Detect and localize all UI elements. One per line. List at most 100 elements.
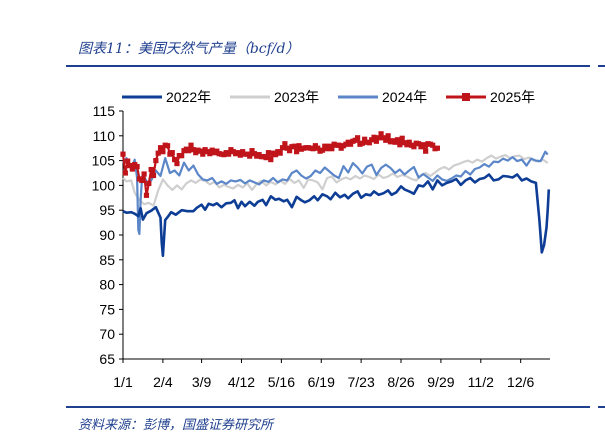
x-tick-label: 12/6	[507, 374, 534, 390]
legend-label: 2023年	[274, 89, 319, 105]
x-tick-label: 9/29	[427, 374, 454, 390]
series-point	[423, 148, 429, 154]
x-tick-label: 4/12	[228, 374, 255, 390]
series-line-2	[122, 150, 549, 236]
series-point	[237, 152, 243, 158]
bottom-rule	[66, 406, 590, 408]
legend-label: 2025年	[490, 89, 535, 105]
series-point	[143, 192, 150, 198]
series-point	[279, 145, 286, 151]
series-point	[200, 151, 206, 157]
y-tick-label: 65	[99, 351, 115, 367]
x-tick-label: 3/9	[192, 374, 212, 390]
series-point	[319, 147, 326, 153]
series-point	[294, 149, 300, 155]
x-tick-label: 5/16	[268, 374, 295, 390]
y-tick-label: 80	[99, 277, 115, 293]
series-point	[179, 153, 185, 159]
series-point	[434, 145, 440, 151]
series-point	[362, 136, 368, 142]
series-point	[291, 143, 297, 149]
series-point	[153, 158, 159, 164]
bottom-rule-end	[598, 406, 605, 408]
series-point	[347, 141, 354, 147]
y-tick-label: 105	[92, 153, 116, 169]
series-point	[383, 137, 389, 143]
series-point	[277, 150, 283, 156]
series-point	[378, 131, 384, 137]
series-point	[329, 146, 335, 152]
series-point	[265, 150, 272, 156]
series-point	[122, 170, 128, 176]
series-point	[376, 135, 382, 141]
series-point	[249, 148, 255, 154]
y-tick-label: 110	[93, 128, 116, 144]
series-point	[411, 144, 417, 150]
top-rule	[66, 65, 590, 67]
series-point	[373, 138, 379, 144]
x-tick-label: 6/19	[308, 374, 335, 390]
series-point	[164, 143, 171, 149]
series-point	[148, 166, 154, 173]
series-point	[310, 146, 316, 152]
series-point	[127, 162, 133, 169]
series-point	[139, 177, 145, 184]
y-tick-label: 85	[99, 252, 115, 268]
legend-label: 2022年	[166, 89, 211, 105]
series-point	[186, 148, 192, 154]
series-point	[263, 155, 269, 161]
series-point	[371, 134, 377, 140]
series-point	[134, 163, 140, 170]
x-tick-label: 7/23	[348, 374, 375, 390]
x-tick-label: 11/2	[468, 374, 494, 390]
series-point	[394, 137, 401, 143]
series-point	[207, 151, 213, 157]
series-point	[399, 135, 405, 141]
series-point	[129, 166, 135, 172]
series-point	[272, 152, 279, 158]
legend-marker	[462, 93, 470, 101]
series-point	[397, 142, 403, 148]
series-point	[416, 141, 422, 147]
series-point	[141, 171, 147, 177]
legend-label: 2024年	[382, 89, 427, 105]
x-tick-label: 8/26	[387, 374, 414, 390]
series-point	[268, 157, 274, 163]
series-point	[430, 142, 436, 148]
y-tick-label: 90	[99, 227, 115, 243]
series-point	[190, 147, 196, 153]
series-point	[366, 140, 372, 146]
series-point	[197, 148, 204, 154]
series-point	[125, 158, 131, 164]
series-point	[336, 142, 342, 148]
series-point	[420, 142, 426, 148]
x-tick-label: 2/4	[153, 374, 173, 390]
series-point	[225, 151, 232, 157]
series-point	[188, 142, 194, 148]
source-note: 资料来源：彭博，国盛证券研究所	[78, 418, 274, 433]
series-point	[157, 145, 164, 151]
y-tick-label: 75	[99, 301, 115, 317]
series-point	[406, 139, 412, 145]
series-point	[385, 133, 391, 139]
series-point	[174, 160, 180, 167]
top-rule-end	[598, 65, 605, 67]
series-point	[359, 140, 365, 146]
series-point	[150, 172, 157, 179]
y-tick-label: 115	[93, 103, 116, 119]
y-tick-label: 95	[99, 202, 115, 218]
y-tick-label: 100	[92, 177, 116, 193]
series-point	[355, 135, 361, 141]
series-point	[315, 145, 321, 151]
series-point	[296, 143, 302, 149]
chart-title: 图表11：美国天然气产量（bcf/d）	[78, 41, 300, 57]
series-point	[286, 148, 293, 154]
series-point	[146, 180, 152, 187]
series-point	[160, 149, 166, 155]
series-point	[172, 157, 178, 163]
series-line-1	[122, 154, 549, 207]
series-point	[282, 141, 288, 147]
y-tick-label: 70	[99, 326, 115, 342]
x-tick-label: 1/1	[113, 374, 133, 390]
